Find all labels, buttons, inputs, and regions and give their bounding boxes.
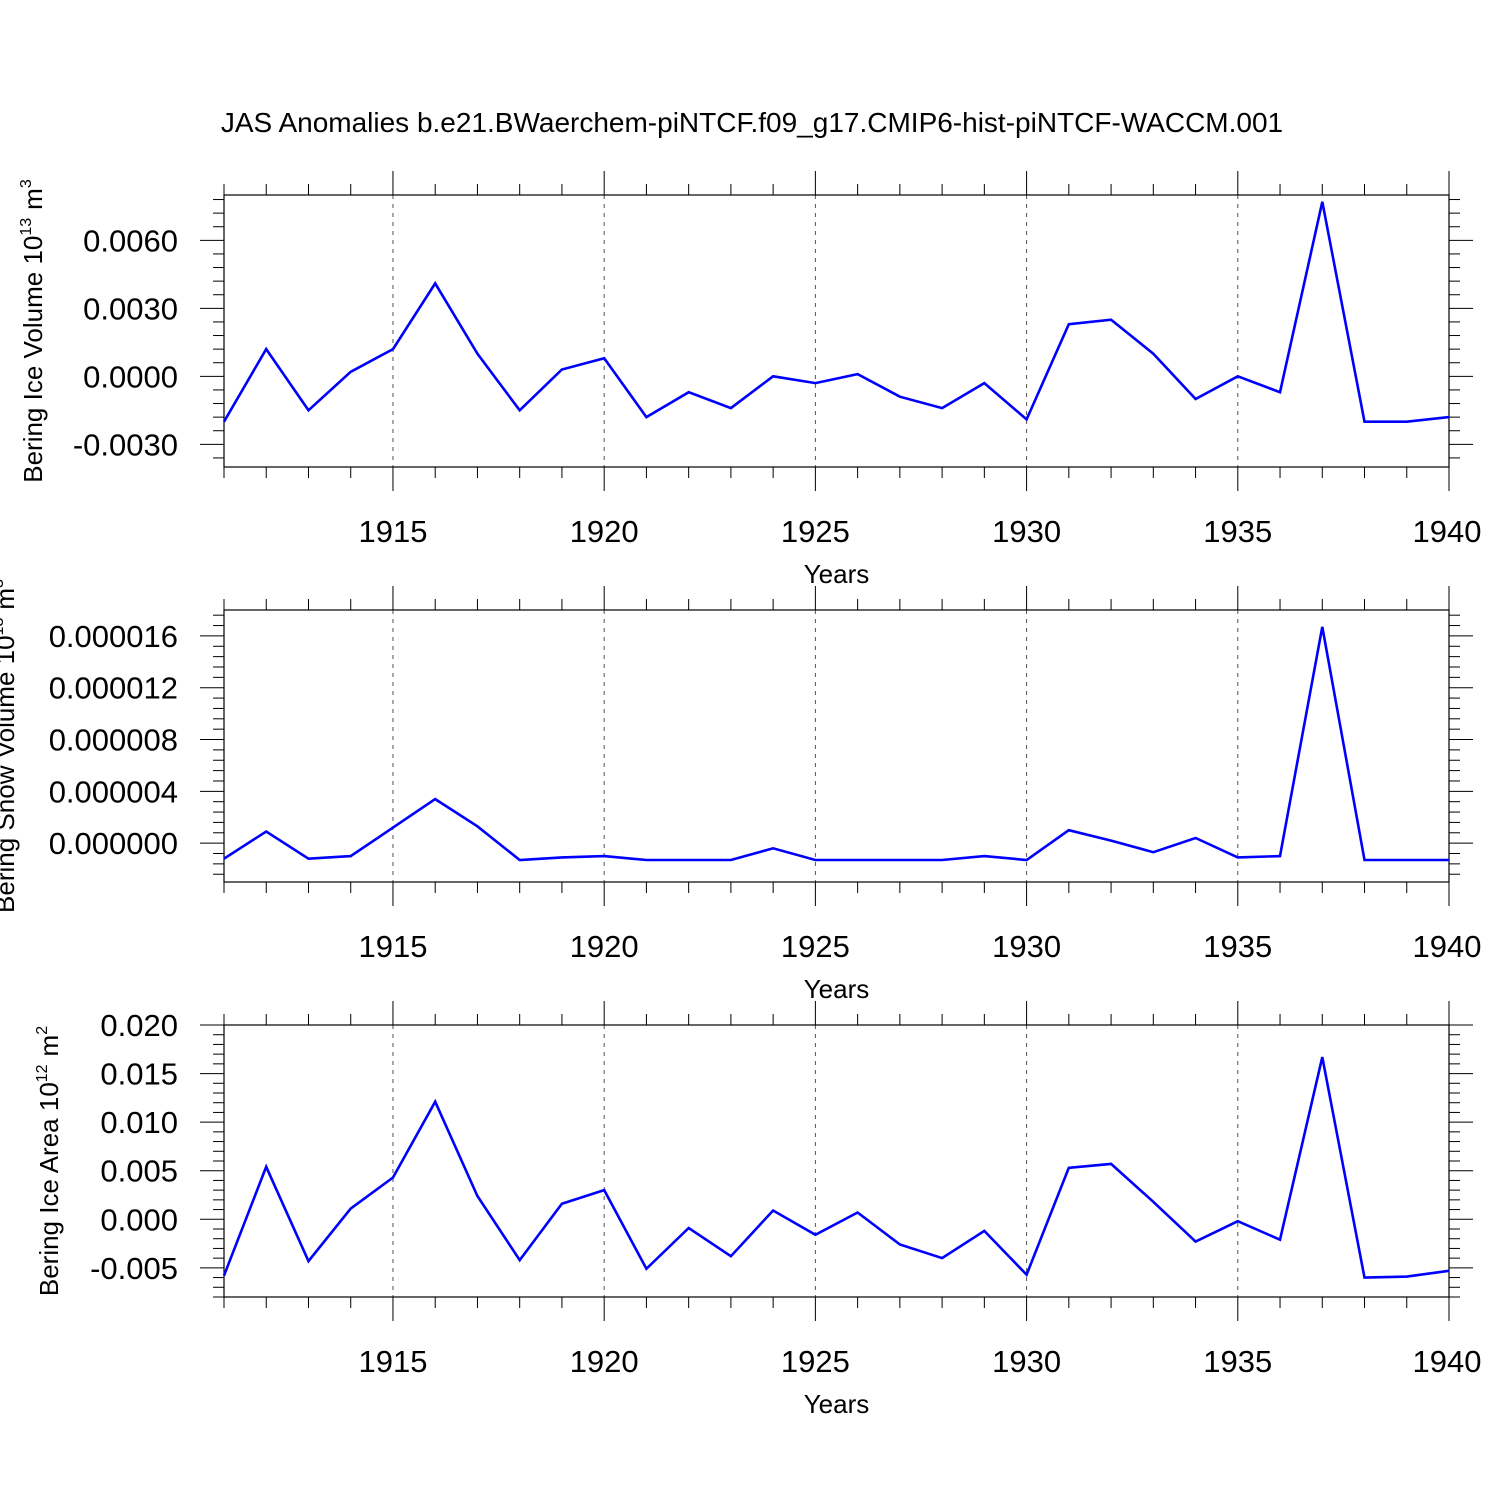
plot-frame xyxy=(223,194,1450,468)
y-axis-label-unit: m xyxy=(0,588,20,610)
y-axis-label-unit: m xyxy=(34,1035,64,1057)
x-tick-label: 1930 xyxy=(992,1344,1061,1379)
y-axis-label-unit-exponent: 2 xyxy=(34,1026,51,1035)
y-tick-label: -0.005 xyxy=(90,1251,178,1286)
x-tick-label: 1920 xyxy=(570,1344,639,1379)
plot-frame xyxy=(223,1024,1450,1298)
panel-3: 0.020 0.015 0.010 0.005 0.000 -0.005 1915 1920 1… xyxy=(34,1001,1481,1419)
x-tick-label: 1915 xyxy=(358,929,427,964)
y-axis-label-exponent: 13 xyxy=(18,218,35,236)
y-axis-label-exponent: 12 xyxy=(34,1064,51,1082)
y-tick-label: 0.000008 xyxy=(49,723,178,758)
y-axis-label: Bering Ice Area 1012 m2 xyxy=(34,1026,64,1296)
x-tick-label: 1915 xyxy=(358,514,427,549)
panel-1: 0.0060 0.0030 0.0000 -0.0030 1915 1920 1925 193… xyxy=(18,171,1481,589)
y-axis-label: Bering Snow Volume 1013 m3 xyxy=(0,579,20,913)
x-tick-label: 1940 xyxy=(1413,514,1482,549)
y-axis-label-unit-exponent: 3 xyxy=(18,179,35,188)
series-line xyxy=(223,626,1449,862)
x-tick-label: 1925 xyxy=(781,514,850,549)
y-tick-label: 0.000 xyxy=(100,1202,178,1237)
panels: 0.0060 0.0030 0.0000 -0.0030 1915 1920 1925 193… xyxy=(0,171,1481,1419)
y-tick-label: 0.005 xyxy=(100,1154,178,1189)
x-axis-label: Years xyxy=(804,1389,870,1419)
x-tick-label: 1940 xyxy=(1413,1344,1482,1379)
x-tick-label: 1935 xyxy=(1203,1344,1272,1379)
y-axis-label-unit-exponent: 3 xyxy=(0,579,7,588)
panel-2: 0.000016 0.000012 0.000008 0.000004 0.000000… xyxy=(0,579,1481,1004)
x-tick-label: 1930 xyxy=(992,929,1061,964)
series-line xyxy=(222,1056,1450,1279)
y-tick-label: 0.000004 xyxy=(49,774,178,809)
y-tick-label: 0.0030 xyxy=(83,291,178,326)
y-tick-label: 0.0000 xyxy=(83,359,178,394)
y-axis-label-unit: m xyxy=(18,188,48,210)
x-tick-label: 1940 xyxy=(1413,929,1482,964)
y-tick-label: 0.020 xyxy=(100,1008,178,1043)
y-tick-label: 0.000016 xyxy=(49,619,178,654)
y-axis-label-main: Bering Ice Volume 10 xyxy=(18,236,48,483)
y-axis-label-main: Bering Ice Area 10 xyxy=(34,1082,64,1296)
y-axis-label-main: Bering Snow Volume 10 xyxy=(0,635,20,913)
x-tick-label: 1925 xyxy=(781,929,850,964)
series-line xyxy=(222,201,1450,424)
y-tick-label: 0.000012 xyxy=(49,671,178,706)
y-tick-label: 0.000000 xyxy=(49,826,178,861)
x-tick-label: 1925 xyxy=(781,1344,850,1379)
y-tick-label: 0.010 xyxy=(100,1105,178,1140)
x-tick-label: 1920 xyxy=(570,514,639,549)
x-axis-label: Years xyxy=(804,974,870,1004)
chart-title: JAS Anomalies b.e21.BWaerchem-piNTCF.f09… xyxy=(221,107,1283,138)
y-axis-label: Bering Ice Volume 1013 m3 xyxy=(18,179,48,483)
y-tick-label: -0.0030 xyxy=(73,427,178,462)
x-tick-label: 1935 xyxy=(1203,929,1272,964)
x-tick-label: 1930 xyxy=(992,514,1061,549)
x-tick-label: 1920 xyxy=(570,929,639,964)
plot-frame xyxy=(223,609,1450,883)
x-tick-label: 1935 xyxy=(1203,514,1272,549)
y-tick-label: 0.015 xyxy=(100,1057,178,1092)
x-axis-label: Years xyxy=(804,559,870,589)
y-tick-label: 0.0060 xyxy=(83,223,178,258)
x-tick-label: 1915 xyxy=(358,1344,427,1379)
y-axis-label-exponent: 13 xyxy=(0,618,7,636)
